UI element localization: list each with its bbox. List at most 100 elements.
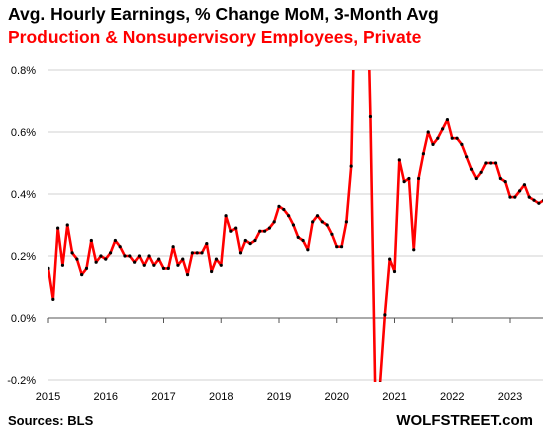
y-tick-label: 0.2% [11,251,36,263]
gridlines [48,69,543,381]
data-point [287,214,291,218]
data-point [436,136,440,140]
x-tick-label: 2015 [36,391,60,403]
x-axis: 2015 2016 2017 2018 2019 2020 2021 2022 2023 [36,317,543,403]
data-point [65,223,69,227]
data-point [123,254,127,258]
data-point [152,263,156,267]
data-point [238,251,243,255]
y-tick-label: 0.4% [11,189,36,201]
data-point [248,242,252,246]
data-point [171,245,175,249]
data-point [527,195,531,199]
data-point [330,232,334,236]
data-point [503,180,507,184]
data-point [258,229,262,233]
data-point [426,130,430,134]
data-point [205,242,209,246]
data-point [522,183,527,187]
data-point [542,198,543,202]
data-point [301,238,305,243]
data-point [99,254,103,258]
data-point [80,273,84,277]
data-point [166,266,170,270]
data-point [200,251,204,255]
data-point [402,180,406,184]
data-point [416,176,421,181]
data-point [56,226,60,230]
x-tick-label: 2021 [382,391,406,403]
data-point [133,260,137,264]
data-point [397,158,401,162]
series-line [48,70,543,382]
data-point [157,257,161,261]
data-point [412,248,416,252]
data-point [320,220,324,224]
data-point [60,263,65,267]
data-point [84,266,89,270]
data-point [344,220,348,224]
data-point [474,176,478,181]
y-axis: 0.8% 0.6% 0.4% 0.2% 0.0% -0.2% [7,65,36,387]
data-point [243,238,247,243]
x-tick-label: 2017 [151,391,175,403]
y-tick-label: 0.6% [11,127,36,139]
data-point [498,176,502,181]
data-point [335,245,339,249]
data-point [325,223,329,227]
data-point [229,229,233,233]
data-point [306,248,310,252]
data-point [368,114,373,119]
y-tick-label: -0.2% [7,375,36,387]
data-point [253,238,257,243]
data-point [262,229,267,233]
data-point [108,251,113,255]
data-point [70,251,74,255]
data-point [431,142,435,146]
data-point [48,266,50,270]
chart-subtitle: Production & Nonsupervisory Employees, P… [8,27,422,47]
data-point [277,204,281,208]
data-point [513,195,517,199]
y-tick-label: 0.0% [11,313,36,325]
data-point [407,176,411,181]
data-point [210,269,214,274]
data-point [219,263,223,267]
data-point [450,136,454,140]
data-point [469,167,474,171]
data-point [296,235,300,239]
data-point [89,238,93,243]
data-point [224,214,228,218]
data-point [388,257,392,261]
chart-title: Avg. Hourly Earnings, % Change MoM, 3-Mo… [8,4,439,24]
data-point [147,254,151,258]
data-point [383,313,387,317]
data-point [75,257,79,261]
data-point [460,142,464,146]
data-point [195,251,199,255]
data-point [190,251,194,255]
data-point [272,220,276,224]
data-point [104,257,108,261]
data-point [493,161,498,165]
data-point [349,164,353,168]
x-tick-label: 2020 [325,391,349,403]
data-point [128,254,132,258]
data-point [113,238,117,243]
data-point [161,266,166,270]
data-point [392,269,397,274]
x-tick-label: 2016 [94,391,118,403]
x-tick-label: 2018 [209,391,233,403]
brand-logo-text: WOLFSTREET.com [396,412,533,429]
data-point [142,263,146,267]
data-point [518,189,522,193]
data-point [537,201,541,205]
data-point [282,207,286,212]
x-tick-label: 2022 [440,391,464,403]
x-tick-label: 2019 [267,391,291,403]
x-tick-label: 2023 [498,391,522,403]
data-point [181,257,185,261]
data-point [311,220,315,224]
source-note: Sources: BLS [8,413,94,428]
